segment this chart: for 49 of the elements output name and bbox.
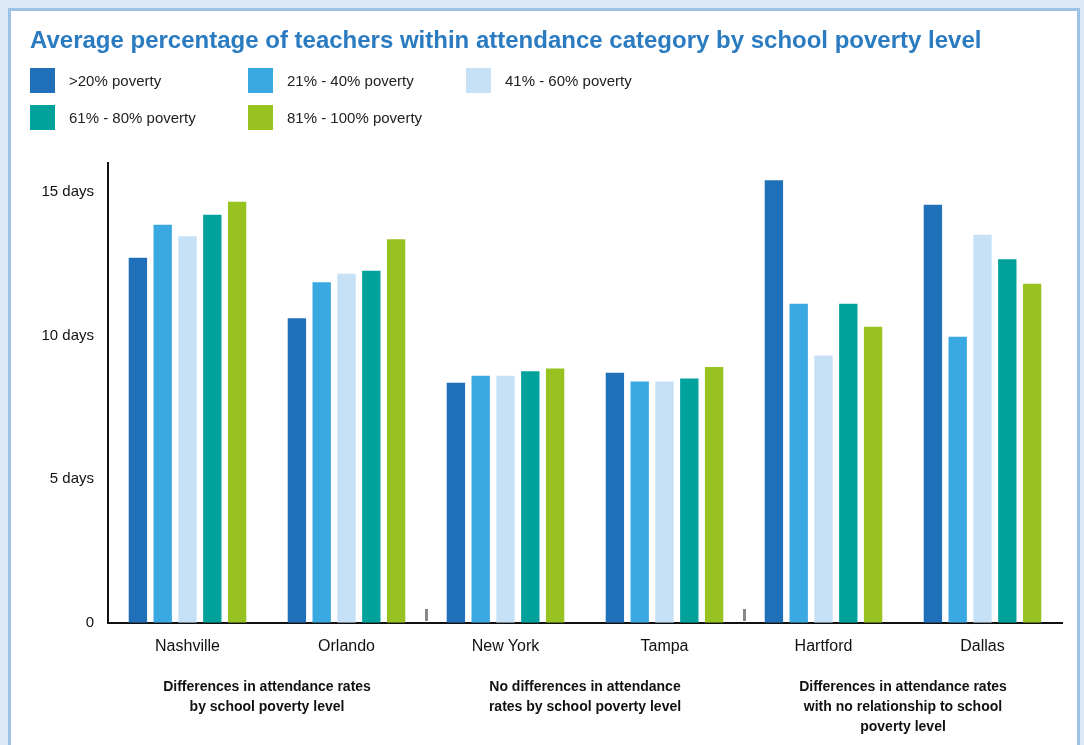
bar (337, 273, 356, 623)
bar (839, 303, 858, 623)
bar (789, 303, 808, 623)
y-tick-label: 5 days (49, 469, 94, 487)
bar (471, 375, 490, 623)
bar (128, 257, 148, 623)
x-tick-label: Dallas (960, 636, 1005, 654)
chart-title: Average percentage of teachers within attendance category by school poverty level (30, 26, 982, 54)
bar (496, 375, 515, 623)
x-tick-label: Orlando (318, 636, 376, 654)
bar (178, 236, 197, 623)
bar (153, 224, 172, 623)
bar (312, 282, 331, 623)
bar (655, 381, 674, 623)
bar (948, 336, 967, 623)
bar (386, 239, 406, 623)
bar (923, 204, 943, 623)
y-tick-label: 10 days (41, 325, 94, 343)
legend-label: >20% poverty (69, 72, 162, 89)
legend-label: 61% - 80% poverty (69, 109, 196, 126)
bar (764, 180, 784, 623)
legend-label: 21% - 40% poverty (287, 72, 414, 89)
bar (814, 355, 833, 623)
y-tick-label: 0 (85, 612, 94, 630)
bar (203, 214, 222, 623)
text: Differences in attendance rates by school poverty level (163, 677, 372, 714)
y-tick-label: 15 days (41, 181, 94, 199)
x-tick-label: Hartford (794, 636, 853, 654)
x-tick-label: Nashville (155, 636, 221, 654)
bar (446, 382, 466, 623)
bar (1022, 283, 1042, 623)
bar (545, 368, 565, 623)
legend-label: 81% - 100% poverty (287, 109, 423, 126)
text: Differences in attendance rates with no relationship to school poverty level (799, 677, 1008, 734)
bar (521, 371, 540, 623)
bar (973, 234, 992, 623)
x-tick-label: New York (471, 636, 541, 654)
bar (630, 381, 649, 623)
x-tick-label: Tampa (640, 636, 689, 654)
bar (605, 372, 625, 623)
legend-label: 41% - 60% poverty (505, 72, 632, 89)
bar (998, 259, 1017, 623)
bar (680, 378, 699, 623)
bar (362, 270, 381, 623)
bar (704, 367, 724, 623)
text: No differences in attendance rates by school poverty level (488, 677, 682, 714)
bar (287, 318, 307, 623)
bar (227, 201, 247, 623)
bar (863, 326, 883, 623)
